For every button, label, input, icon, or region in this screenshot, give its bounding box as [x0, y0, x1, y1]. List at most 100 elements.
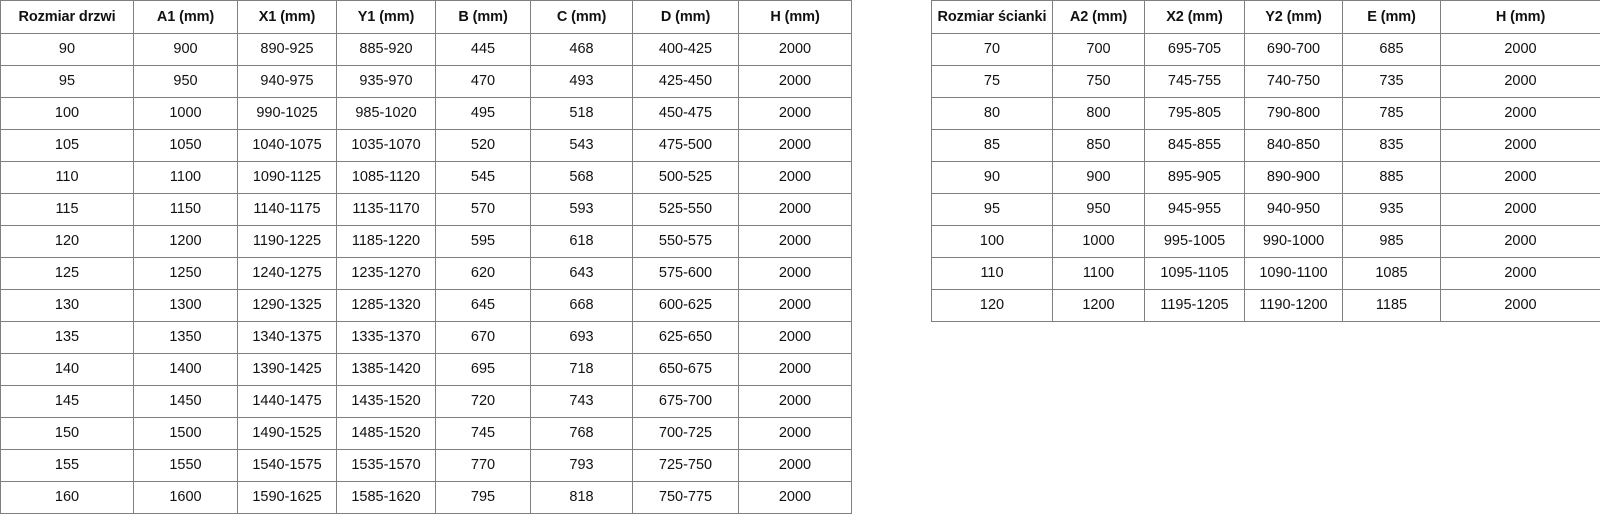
- door-cell-r13-c5: 793: [530, 449, 633, 482]
- door-cell-r12-c6: 700-725: [632, 417, 739, 450]
- wall-cell-r7-c4: 1085: [1342, 257, 1441, 290]
- door-cell-r8-c3: 1285-1320: [336, 289, 436, 322]
- door-table-header: Rozmiar drzwi A1 (mm) X1 (mm) Y1 (mm) B (mm)…: [0, 0, 852, 34]
- door-column-header-3: Y1 (mm): [336, 0, 436, 34]
- door-table-body: 90 900 890-925 885-920 445 468 400-425 2000 95 95…: [0, 33, 852, 514]
- door-cell-r3-c3: 1035-1070: [336, 129, 436, 162]
- door-cell-r4-c4: 545: [435, 161, 531, 194]
- wall-cell-r3-c4: 835: [1342, 129, 1441, 162]
- door-cell-r7-c4: 620: [435, 257, 531, 290]
- table-row: 110 1100 1090-1125 1085-1120 545 568 500-525 20…: [0, 161, 852, 194]
- door-cell-r1-c2: 940-975: [237, 65, 337, 98]
- door-column-header-2: X1 (mm): [237, 0, 337, 34]
- wall-cell-r3-c5: 2000: [1440, 129, 1600, 162]
- table-row: 150 1500 1490-1525 1485-1520 745 768 700-725 20…: [0, 417, 852, 450]
- door-cell-r0-c6: 400-425: [632, 33, 739, 66]
- door-cell-r1-c6: 425-450: [632, 65, 739, 98]
- wall-column-header-0: Rozmiar ścianki: [931, 0, 1053, 34]
- door-cell-r9-c4: 670: [435, 321, 531, 354]
- table-header-row: Rozmiar drzwi A1 (mm) X1 (mm) Y1 (mm) B (mm)…: [0, 0, 852, 34]
- wall-cell-r1-c1: 750: [1052, 65, 1145, 98]
- table-row: 120 1200 1195-1205 1190-1200 1185 2000: [931, 289, 1600, 322]
- door-cell-r7-c1: 1250: [133, 257, 238, 290]
- door-cell-r14-c7: 2000: [738, 481, 852, 514]
- door-cell-r11-c4: 720: [435, 385, 531, 418]
- door-cell-r7-c0: 125: [0, 257, 134, 290]
- table-row: 70 700 695-705 690-700 685 2000: [931, 33, 1600, 66]
- door-cell-r3-c5: 543: [530, 129, 633, 162]
- wall-cell-r3-c3: 840-850: [1244, 129, 1343, 162]
- wall-cell-r8-c0: 120: [931, 289, 1053, 322]
- door-cell-r12-c3: 1485-1520: [336, 417, 436, 450]
- wall-cell-r6-c3: 990-1000: [1244, 225, 1343, 258]
- table-row: 75 750 745-755 740-750 735 2000: [931, 65, 1600, 98]
- wall-cell-r1-c2: 745-755: [1144, 65, 1245, 98]
- door-cell-r5-c3: 1135-1170: [336, 193, 436, 226]
- door-cell-r12-c4: 745: [435, 417, 531, 450]
- door-cell-r4-c6: 500-525: [632, 161, 739, 194]
- door-cell-r2-c7: 2000: [738, 97, 852, 130]
- wall-cell-r1-c5: 2000: [1440, 65, 1600, 98]
- wall-column-header-1: A2 (mm): [1052, 0, 1145, 34]
- door-cell-r10-c0: 140: [0, 353, 134, 386]
- wall-cell-r4-c1: 900: [1052, 161, 1145, 194]
- door-column-header-6: D (mm): [632, 0, 739, 34]
- table-row: 90 900 895-905 890-900 885 2000: [931, 161, 1600, 194]
- door-column-header-0: Rozmiar drzwi: [0, 0, 134, 34]
- door-cell-r14-c6: 750-775: [632, 481, 739, 514]
- door-cell-r3-c2: 1040-1075: [237, 129, 337, 162]
- door-cell-r4-c5: 568: [530, 161, 633, 194]
- door-cell-r12-c2: 1490-1525: [237, 417, 337, 450]
- door-cell-r1-c5: 493: [530, 65, 633, 98]
- wall-cell-r0-c5: 2000: [1440, 33, 1600, 66]
- door-cell-r3-c6: 475-500: [632, 129, 739, 162]
- wall-column-header-5: H (mm): [1440, 0, 1600, 34]
- wall-cell-r1-c0: 75: [931, 65, 1053, 98]
- wall-cell-r5-c5: 2000: [1440, 193, 1600, 226]
- door-cell-r9-c2: 1340-1375: [237, 321, 337, 354]
- door-cell-r4-c0: 110: [0, 161, 134, 194]
- door-cell-r7-c6: 575-600: [632, 257, 739, 290]
- door-cell-r0-c5: 468: [530, 33, 633, 66]
- table-row: 135 1350 1340-1375 1335-1370 670 693 625-650 20…: [0, 321, 852, 354]
- wall-cell-r2-c1: 800: [1052, 97, 1145, 130]
- door-cell-r11-c5: 743: [530, 385, 633, 418]
- door-cell-r3-c1: 1050: [133, 129, 238, 162]
- wall-cell-r1-c3: 740-750: [1244, 65, 1343, 98]
- door-cell-r2-c2: 990-1025: [237, 97, 337, 130]
- wall-cell-r7-c0: 110: [931, 257, 1053, 290]
- door-cell-r3-c7: 2000: [738, 129, 852, 162]
- door-cell-r10-c7: 2000: [738, 353, 852, 386]
- wall-cell-r0-c4: 685: [1342, 33, 1441, 66]
- table-row: 130 1300 1290-1325 1285-1320 645 668 600-625 20…: [0, 289, 852, 322]
- door-column-header-1: A1 (mm): [133, 0, 238, 34]
- door-cell-r10-c1: 1400: [133, 353, 238, 386]
- door-cell-r6-c7: 2000: [738, 225, 852, 258]
- wall-cell-r6-c5: 2000: [1440, 225, 1600, 258]
- wall-cell-r6-c1: 1000: [1052, 225, 1145, 258]
- door-cell-r9-c7: 2000: [738, 321, 852, 354]
- door-cell-r14-c2: 1590-1625: [237, 481, 337, 514]
- door-cell-r6-c0: 120: [0, 225, 134, 258]
- door-column-header-5: C (mm): [530, 0, 633, 34]
- table-row: 115 1150 1140-1175 1135-1170 570 593 525-550 20…: [0, 193, 852, 226]
- wall-cell-r2-c4: 785: [1342, 97, 1441, 130]
- door-cell-r14-c0: 160: [0, 481, 134, 514]
- door-cell-r9-c6: 625-650: [632, 321, 739, 354]
- table-row: 100 1000 990-1025 985-1020 495 518 450-475 2000: [0, 97, 852, 130]
- door-cell-r8-c1: 1300: [133, 289, 238, 322]
- table-row: 125 1250 1240-1275 1235-1270 620 643 575-600 20…: [0, 257, 852, 290]
- wall-cell-r5-c3: 940-950: [1244, 193, 1343, 226]
- wall-table-header: Rozmiar ścianki A2 (mm) X2 (mm) Y2 (mm) E (m…: [931, 0, 1600, 34]
- wall-cell-r0-c2: 695-705: [1144, 33, 1245, 66]
- wall-cell-r5-c0: 95: [931, 193, 1053, 226]
- door-cell-r8-c6: 600-625: [632, 289, 739, 322]
- door-cell-r5-c2: 1140-1175: [237, 193, 337, 226]
- door-cell-r5-c5: 593: [530, 193, 633, 226]
- door-cell-r4-c3: 1085-1120: [336, 161, 436, 194]
- wall-table-body: 70 700 695-705 690-700 685 2000 75 750 745-755 74…: [931, 33, 1600, 322]
- door-cell-r13-c7: 2000: [738, 449, 852, 482]
- door-cell-r4-c7: 2000: [738, 161, 852, 194]
- door-cell-r2-c3: 985-1020: [336, 97, 436, 130]
